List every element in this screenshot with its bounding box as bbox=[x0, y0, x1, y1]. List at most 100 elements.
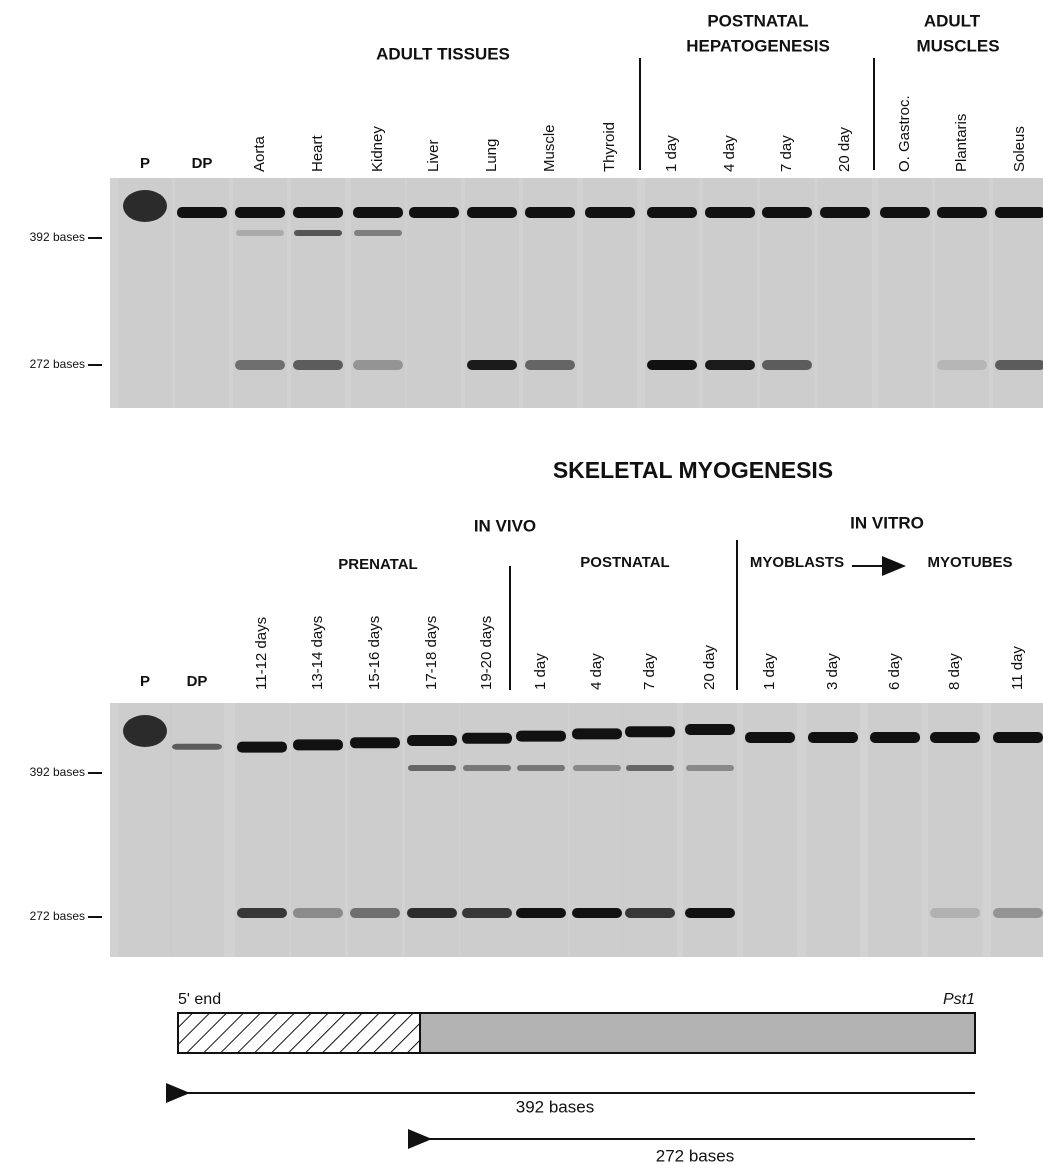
marker-label: 392 bases bbox=[30, 230, 85, 244]
band bbox=[354, 230, 402, 236]
band bbox=[516, 908, 566, 918]
band bbox=[572, 908, 622, 918]
band bbox=[937, 207, 987, 218]
band bbox=[409, 207, 459, 218]
band bbox=[517, 765, 565, 771]
group-label: MYOBLASTS bbox=[750, 554, 844, 571]
band bbox=[993, 908, 1043, 918]
band bbox=[408, 765, 456, 771]
lane-label: Kidney bbox=[369, 126, 386, 172]
panel-title: SKELETAL MYOGENESIS bbox=[553, 457, 833, 483]
band bbox=[762, 207, 812, 218]
lane-label: 13-14 days bbox=[309, 616, 326, 690]
group-label: PRENATAL bbox=[338, 556, 417, 573]
lane-label: Soleus bbox=[1011, 126, 1028, 172]
band bbox=[685, 908, 735, 918]
lane-label: Lung bbox=[483, 139, 500, 172]
lane-label: Liver bbox=[425, 139, 442, 172]
band bbox=[745, 732, 795, 743]
band bbox=[236, 230, 284, 236]
band bbox=[462, 908, 512, 918]
lane-label: 11-12 days bbox=[253, 617, 270, 690]
diagram-label: Pst1 bbox=[943, 991, 975, 1008]
band bbox=[293, 360, 343, 370]
group-label: POSTNATAL bbox=[580, 554, 669, 571]
lane-label: Plantaris bbox=[953, 114, 970, 172]
lane-label: DP bbox=[187, 673, 208, 690]
marker-label: 272 bases bbox=[30, 357, 85, 371]
figure: ADULT TISSUES POSTNATAL HEPATOGENESIS AD… bbox=[0, 0, 1043, 1165]
diagram-label: 5' end bbox=[178, 991, 221, 1008]
lane-label: Aorta bbox=[251, 135, 268, 172]
band bbox=[685, 724, 735, 735]
lane bbox=[570, 703, 624, 957]
band bbox=[467, 207, 517, 218]
lane-label: DP bbox=[192, 155, 213, 172]
band bbox=[880, 207, 930, 218]
section-label: IN VIVO bbox=[474, 516, 536, 535]
band bbox=[573, 765, 621, 771]
lane-label: 7 day bbox=[778, 135, 795, 172]
band bbox=[626, 765, 674, 771]
band bbox=[647, 207, 697, 218]
band bbox=[237, 908, 287, 918]
band bbox=[407, 735, 457, 746]
band bbox=[808, 732, 858, 743]
band bbox=[995, 207, 1043, 218]
lane-label: Thyroid bbox=[601, 122, 618, 172]
band bbox=[930, 908, 980, 918]
lane-label: 1 day bbox=[761, 653, 778, 690]
arrow-label: 272 bases bbox=[656, 1146, 734, 1165]
lane-label: 20 day bbox=[701, 644, 718, 690]
lane-label: 3 day bbox=[824, 653, 841, 690]
lane-label: P bbox=[140, 155, 150, 172]
lane bbox=[235, 703, 289, 957]
band bbox=[585, 207, 635, 218]
marker-label: 272 bases bbox=[30, 909, 85, 923]
probe-band bbox=[123, 715, 167, 747]
band bbox=[647, 360, 697, 370]
group-label: ADULT TISSUES bbox=[376, 44, 510, 63]
band bbox=[525, 360, 575, 370]
lane-label: 20 day bbox=[836, 126, 853, 172]
band bbox=[686, 765, 734, 771]
band bbox=[294, 230, 342, 236]
lane-label: O. Gastroc. bbox=[896, 95, 913, 172]
lane bbox=[623, 703, 677, 957]
band bbox=[625, 726, 675, 737]
band bbox=[177, 207, 227, 218]
band bbox=[525, 207, 575, 218]
marker-label: 392 bases bbox=[30, 765, 85, 779]
band bbox=[993, 732, 1043, 743]
lane-label: 17-18 days bbox=[423, 616, 440, 690]
lane-label: Heart bbox=[309, 134, 326, 172]
lane bbox=[170, 703, 224, 957]
lane-label: 7 day bbox=[641, 653, 658, 690]
group-label: ADULT bbox=[924, 11, 981, 30]
band bbox=[293, 207, 343, 218]
lane-label: 4 day bbox=[588, 653, 605, 690]
lane-label: 4 day bbox=[721, 135, 738, 172]
band bbox=[625, 908, 675, 918]
band bbox=[705, 360, 755, 370]
hatched-region bbox=[178, 1013, 420, 1053]
band bbox=[293, 908, 343, 918]
band bbox=[995, 360, 1043, 370]
band bbox=[407, 908, 457, 918]
lane-label: 6 day bbox=[886, 653, 903, 690]
group-label: POSTNATAL bbox=[707, 11, 808, 30]
probe-band bbox=[123, 190, 167, 222]
band bbox=[353, 360, 403, 370]
band bbox=[293, 739, 343, 750]
lane-label: 19-20 days bbox=[478, 616, 495, 690]
lane-label: 1 day bbox=[663, 135, 680, 172]
band bbox=[937, 360, 987, 370]
band bbox=[235, 207, 285, 218]
band bbox=[350, 908, 400, 918]
band bbox=[762, 360, 812, 370]
band bbox=[516, 731, 566, 742]
band bbox=[930, 732, 980, 743]
band bbox=[237, 742, 287, 753]
band bbox=[705, 207, 755, 218]
group-label: HEPATOGENESIS bbox=[686, 36, 830, 55]
